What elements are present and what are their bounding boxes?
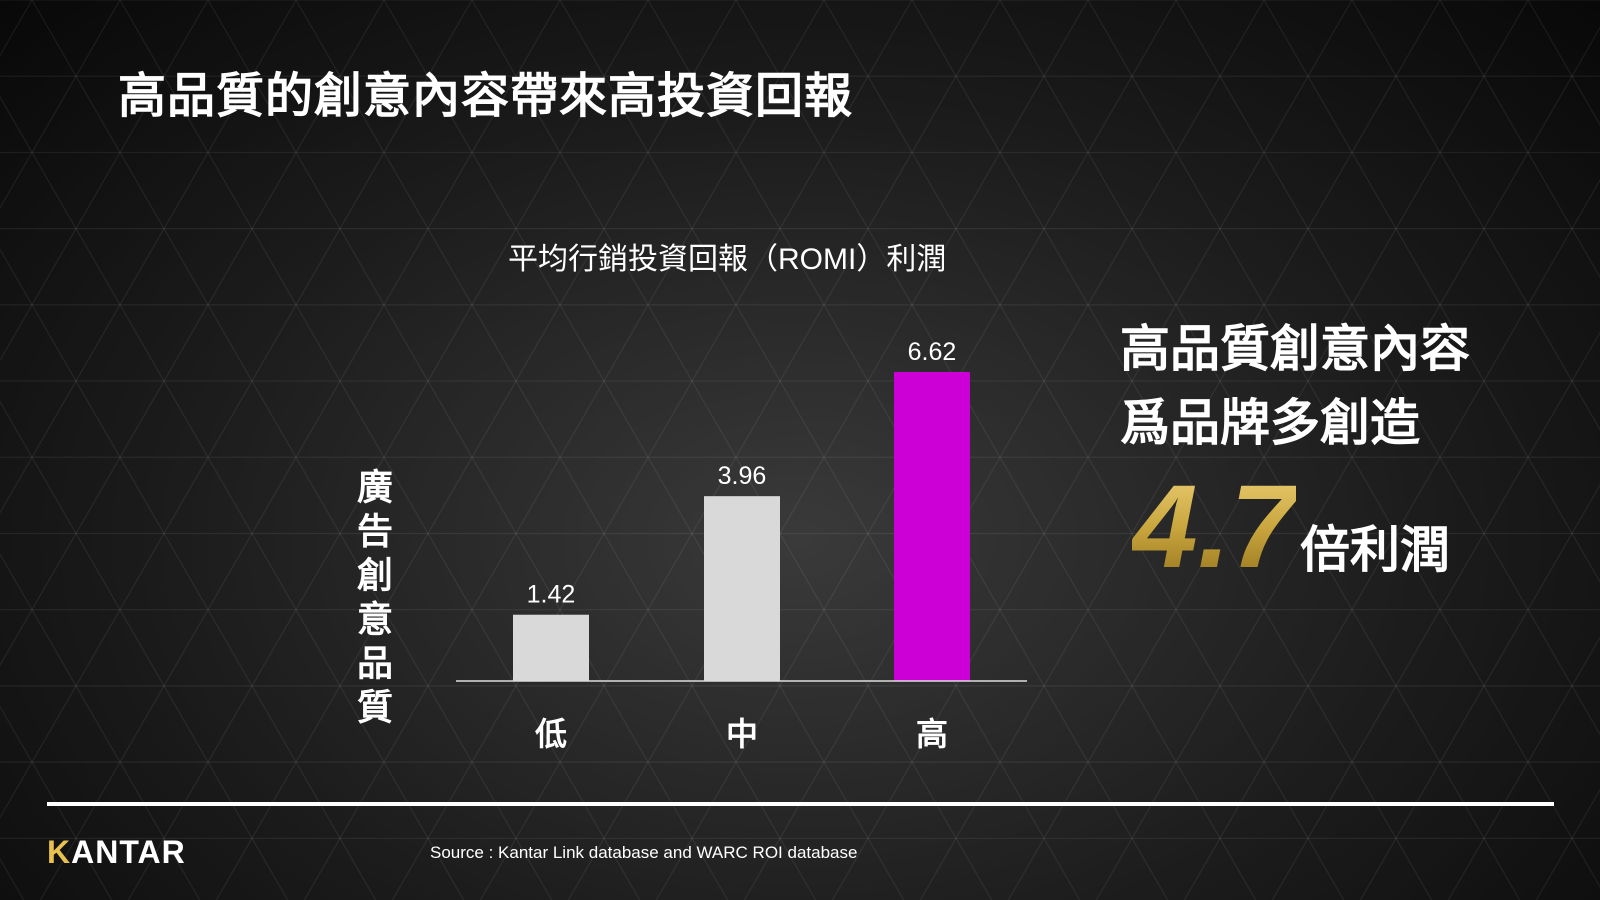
bar-2	[704, 496, 780, 681]
slide-title: 高品質的創意內容帶來高投資回報	[118, 70, 854, 123]
data-label-1: 1.42	[527, 581, 576, 609]
data-label-3: 6.62	[908, 338, 957, 366]
highlight-line-1: 高品質創意內容	[1120, 321, 1470, 377]
highlight-number: 4.7	[1132, 461, 1297, 593]
highlight-callout: 高品質創意內容 爲品牌多創造	[1120, 312, 1580, 460]
source-note: Source : Kantar Link database and WARC R…	[430, 843, 858, 862]
data-label-2: 3.96	[718, 462, 767, 490]
kantar-logo: KANTAR	[47, 834, 186, 871]
category-label-3: 高	[916, 716, 948, 752]
category-label-1: 低	[535, 716, 567, 752]
highlight-line-2: 爲品牌多創造	[1120, 395, 1420, 451]
logo-initial: K	[47, 834, 72, 870]
category-label-2: 中	[726, 716, 758, 752]
highlight-suffix: 倍利潤	[1300, 522, 1451, 578]
footer-divider	[47, 802, 1554, 806]
logo-rest: ANTAR	[71, 834, 186, 870]
highlight-stat: 4.7倍利潤	[1132, 468, 1450, 586]
chart-title: 平均行銷投資回報（ROMI）利潤	[508, 243, 947, 276]
bar-3	[894, 372, 970, 681]
bar-1	[513, 614, 589, 681]
y-axis-label: 廣告創意品質	[352, 468, 393, 732]
